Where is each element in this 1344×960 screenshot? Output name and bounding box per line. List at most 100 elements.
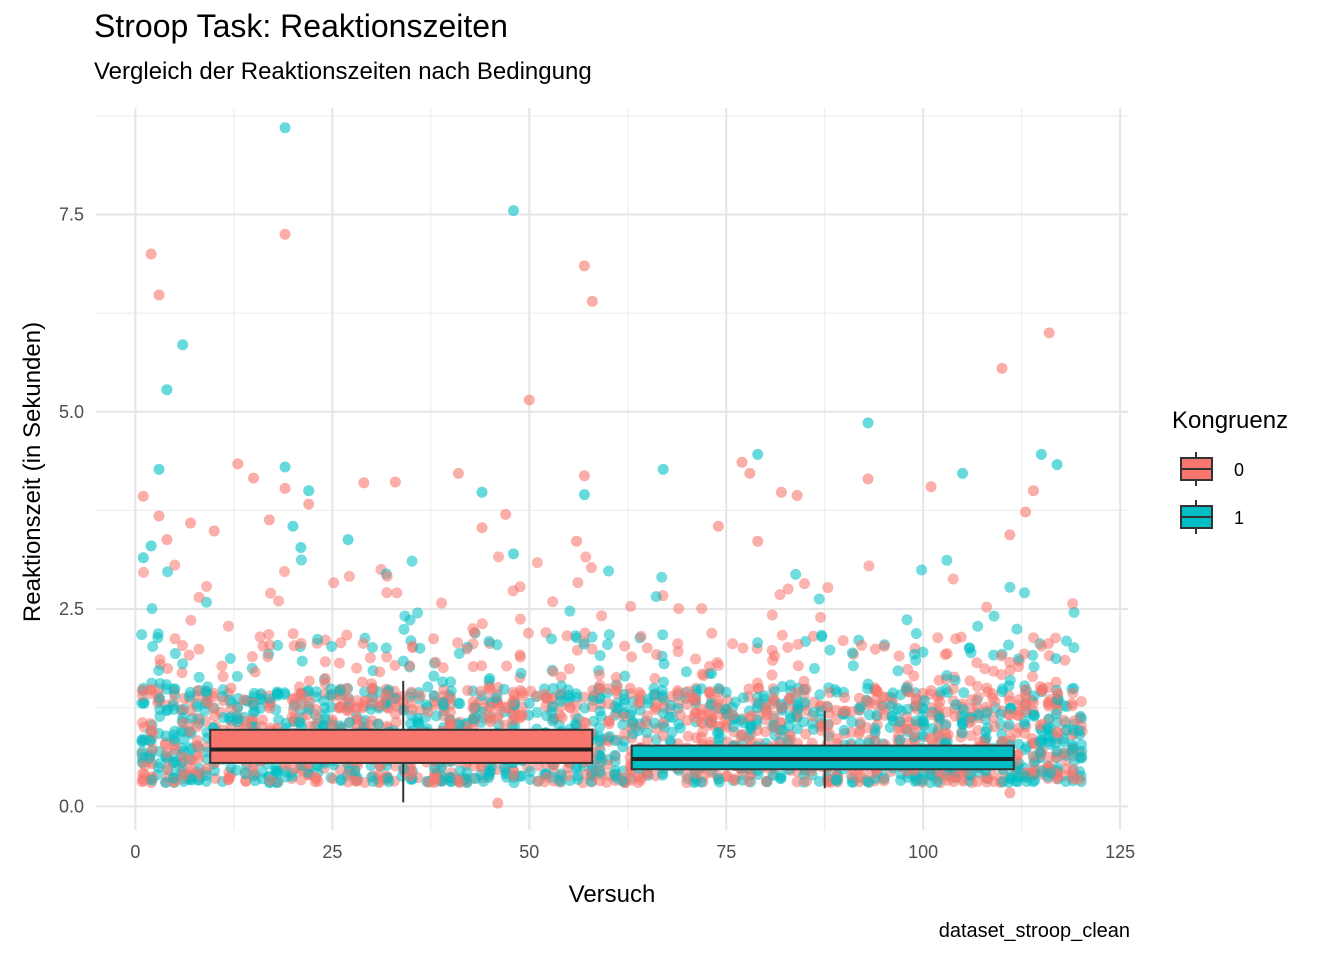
data-point [916,564,928,576]
data-point [926,733,938,745]
data-point [816,631,828,643]
data-point [610,671,622,683]
data-point [603,629,615,641]
data-point [547,701,559,713]
data-point [272,639,284,651]
data-point [1010,775,1022,787]
data-point [169,633,181,645]
data-point [704,686,716,698]
data-point [468,713,480,725]
data-point [768,721,780,733]
data-point [191,739,203,751]
data-point [784,693,796,705]
data-point [808,706,820,718]
data-point [319,672,331,684]
data-point [177,717,189,729]
data-point [791,776,803,788]
data-point [222,620,234,632]
data-point [325,683,337,695]
outlier-point [571,535,583,547]
data-point [201,769,213,781]
data-point [641,642,653,654]
data-point [917,716,929,728]
data-point [524,766,536,778]
data-point [564,701,576,713]
outlier-point [752,448,764,460]
data-point [138,566,150,578]
data-point [974,736,986,748]
data-point [238,694,250,706]
data-point [515,667,527,679]
data-point [239,768,251,780]
data-point [493,551,505,563]
data-point [687,691,699,703]
data-point [863,696,875,708]
x-tick-label: 125 [1105,842,1135,862]
data-point [695,776,707,788]
data-point [445,676,457,688]
data-point [618,698,630,710]
data-point [462,685,474,697]
data-point [824,644,836,656]
data-point [556,712,568,724]
data-point [751,702,763,714]
data-point [1066,700,1078,712]
data-point [177,751,189,763]
x-axis-ticks: 0 25 50 75 100 125 [130,842,1135,862]
outlier-point [1020,506,1032,518]
data-point [1060,635,1072,647]
data-point [444,720,456,732]
data-point [853,692,865,704]
outlier-point [476,486,488,498]
data-point [183,691,195,703]
y-tick-label: 2.5 [59,599,84,619]
data-point [704,660,716,672]
data-point [932,776,944,788]
data-point [154,703,166,715]
data-point [863,709,875,721]
data-point [798,716,810,728]
data-point [169,559,181,571]
data-point [333,657,345,669]
data-point [782,583,794,595]
data-point [1075,696,1087,708]
data-point [453,647,465,659]
data-point [1051,726,1063,738]
data-point [430,656,442,668]
data-point [939,649,951,661]
data-point [996,650,1008,662]
outlier-point [476,522,488,534]
data-point [965,715,977,727]
data-point [861,722,873,734]
boxplot-1 [630,710,1015,789]
data-point [681,777,693,789]
data-point [1029,774,1041,786]
data-point [713,776,725,788]
data-point [1004,674,1016,686]
data-point [632,777,644,789]
data-point [186,774,198,786]
data-point [414,642,426,654]
data-point [988,610,1000,622]
data-point [547,596,559,608]
data-point [894,734,906,746]
data-point [626,651,638,663]
data-point [136,734,148,746]
data-point [262,651,274,663]
data-point [484,702,496,714]
data-point [878,775,890,787]
data-point [398,623,410,635]
data-point [303,675,315,687]
data-point [1036,640,1048,652]
boxplots [209,680,1015,803]
data-point [1050,676,1062,688]
data-point [522,627,534,639]
data-point [517,690,529,702]
data-point [1004,581,1016,593]
data-point [642,697,654,709]
data-point [1052,687,1064,699]
data-point [706,627,718,639]
data-point [1034,746,1046,758]
data-point [664,711,676,723]
data-point [586,643,598,655]
